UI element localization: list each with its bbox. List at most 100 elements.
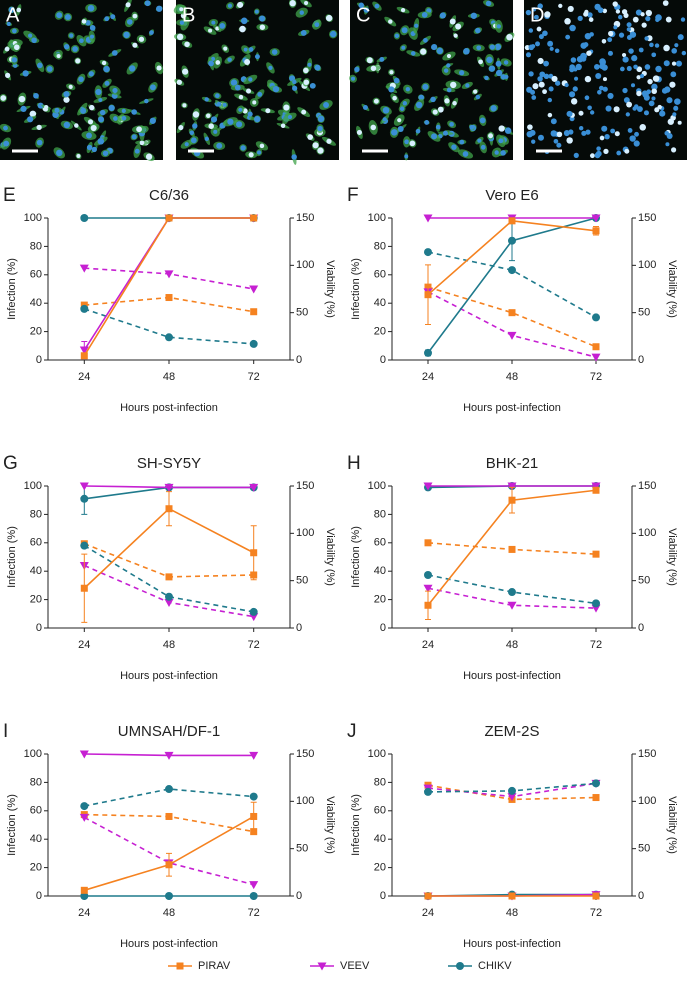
nucleus [110, 14, 116, 20]
nucleus [526, 86, 533, 93]
nucleus [136, 126, 142, 133]
marker [250, 214, 258, 222]
nucleus [292, 85, 298, 91]
nucleus [272, 85, 280, 93]
marker [79, 346, 89, 355]
legend-label: PIRAV [198, 960, 231, 972]
nucleus [485, 0, 492, 7]
nucleus [528, 71, 534, 77]
x-axis-label: Hours post-infection [120, 402, 218, 414]
nucleus [431, 133, 438, 140]
nucleus [488, 65, 496, 72]
nucleus [404, 139, 410, 145]
nucleus [54, 107, 60, 113]
marker [424, 570, 432, 579]
nucleus [358, 2, 365, 9]
nucleus [528, 44, 535, 51]
marker [424, 539, 432, 547]
nucleus [99, 109, 106, 116]
nucleus [543, 60, 549, 67]
nucleus [11, 57, 18, 63]
nucleus [243, 47, 248, 52]
nucleus [317, 125, 323, 132]
nucleus [190, 137, 197, 144]
marker [424, 787, 432, 796]
nucleus [3, 125, 8, 131]
nucleus [648, 100, 655, 107]
nucleus [112, 87, 118, 94]
y-tick-label: 100 [368, 212, 386, 224]
marker [164, 483, 174, 492]
marker [250, 828, 258, 836]
nucleus [31, 37, 37, 44]
marker [424, 291, 432, 299]
nucleus [503, 60, 509, 65]
nucleus [394, 33, 400, 39]
nucleus [673, 105, 679, 111]
y-tick-label: 80 [374, 776, 386, 788]
nucleus [90, 124, 97, 132]
nucleus [555, 80, 561, 86]
marker [423, 214, 433, 223]
legend-marker [456, 962, 464, 970]
nucleus [478, 59, 483, 65]
nucleus [108, 104, 115, 112]
nucleus [208, 123, 214, 129]
nucleus [553, 138, 559, 144]
nucleus [587, 12, 593, 18]
series-line [83, 564, 254, 618]
nucleus [465, 83, 470, 88]
nucleus [618, 14, 623, 20]
nucleus [382, 117, 387, 122]
nucleus [484, 75, 489, 81]
nucleus [254, 115, 261, 123]
nucleus [44, 104, 49, 110]
marker [80, 541, 89, 550]
marker [80, 886, 88, 894]
nucleus [639, 73, 645, 79]
nucleus [178, 124, 184, 131]
nucleus [268, 65, 273, 71]
image-label: C [356, 4, 370, 26]
nucleus [370, 124, 377, 131]
y-tick-label: 20 [30, 594, 42, 606]
nucleus [36, 139, 43, 146]
series-line [83, 544, 254, 613]
nucleus [444, 98, 450, 104]
nucleus [37, 62, 43, 69]
nucleus [566, 137, 573, 144]
y-axis-label: Infection (%) [350, 794, 362, 856]
marker [592, 313, 600, 322]
y-tick-label: 0 [380, 890, 386, 902]
nucleus [654, 43, 660, 48]
nucleus [584, 9, 589, 15]
nucleus [572, 86, 578, 92]
image-label: A [6, 4, 20, 26]
marker [165, 505, 173, 513]
y-tick-label: 100 [24, 212, 42, 224]
y2-tick-label: 50 [638, 575, 650, 587]
nucleus [179, 20, 185, 25]
nucleus [449, 18, 456, 25]
x-tick-label: 48 [506, 907, 518, 919]
nucleus [111, 50, 118, 56]
marker [508, 236, 516, 245]
nucleus [208, 28, 213, 33]
nucleus [463, 48, 470, 55]
nucleus [309, 82, 316, 89]
nucleus [91, 146, 97, 153]
marker [424, 348, 432, 357]
nucleus [671, 48, 678, 54]
nucleus [439, 12, 446, 19]
y2-tick-label: 50 [296, 575, 308, 587]
nucleus [612, 1, 618, 7]
panel-label: J [347, 721, 357, 742]
nucleus [580, 52, 587, 60]
nucleus [626, 101, 633, 108]
nucleus [29, 110, 37, 118]
nucleus [299, 10, 304, 15]
marker [164, 751, 174, 760]
nucleus [613, 25, 618, 30]
nucleus [33, 92, 39, 99]
x-tick-label: 48 [506, 371, 518, 383]
